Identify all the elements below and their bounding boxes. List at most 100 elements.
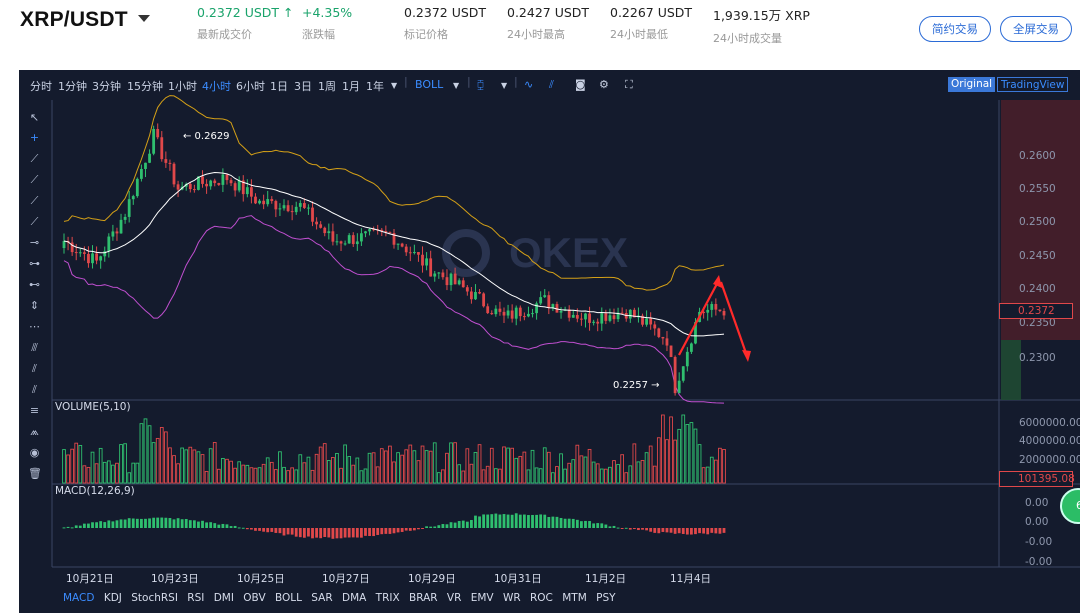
volume-bar [685, 424, 690, 484]
indicator-dropdown-icon[interactable]: ▼ [453, 81, 460, 90]
volume-bar [714, 459, 718, 484]
visibility-eye-icon[interactable]: ◉ [29, 446, 40, 459]
vertical-line-icon[interactable]: ⇕ [29, 299, 40, 312]
volume-bar [94, 463, 99, 484]
indicator-tab[interactable]: VR [446, 592, 462, 604]
candle-style-icon[interactable]: ⧮ [477, 78, 485, 91]
candle-body [372, 229, 376, 231]
elliott-wave-icon[interactable]: ⩕ [30, 425, 39, 438]
candle-body [364, 231, 367, 234]
candle-body [99, 256, 103, 261]
candle-style-dropdown-icon[interactable]: ▼ [501, 81, 508, 90]
parallel-channel-icon[interactable]: ⋯ [29, 320, 40, 333]
volume-bar [310, 469, 315, 484]
camera-icon[interactable]: ◙ [575, 78, 586, 91]
indicator-tab[interactable]: SAR [311, 592, 333, 604]
interval-tab[interactable]: 1日 [270, 80, 288, 93]
candle-body [408, 252, 412, 254]
volume-bar [669, 416, 673, 484]
volume-bar [465, 448, 470, 484]
fib-extension-icon[interactable]: ⫽ [32, 383, 37, 396]
indicator-tab[interactable]: OBV [243, 592, 266, 604]
indicator-tab[interactable]: BRAR [409, 592, 438, 604]
macd-bar [571, 518, 575, 528]
time-tick: 10月31日 [494, 573, 542, 585]
toolbar-divider: | [404, 75, 408, 88]
indicator-tab[interactable]: StochRSI [131, 592, 178, 604]
draw-tool-icon[interactable]: ⫽ [549, 78, 554, 91]
indicator-tab[interactable]: WR [502, 592, 521, 604]
trend-line-icon[interactable]: ⟋ [30, 152, 39, 165]
interval-tab[interactable]: 1年 [366, 80, 384, 93]
segment-icon[interactable]: ⟋ [30, 215, 39, 228]
volume-bar [412, 450, 417, 484]
interval-tab-active[interactable]: 4小时 [202, 80, 231, 93]
interval-dropdown-icon[interactable]: ▼ [391, 81, 398, 90]
horizontal-line-icon[interactable]: ⊶ [29, 257, 40, 270]
macd-bar [433, 526, 437, 528]
macd-tick: -0.00 [1025, 536, 1053, 548]
indicator-tab[interactable]: MTM [562, 592, 587, 604]
indicator-select[interactable]: BOLL [415, 78, 444, 91]
simple-trade-button[interactable]: 简约交易 [919, 16, 991, 42]
stat-24h-high: 0.2427 USDT 24小时最高 [507, 5, 589, 42]
indicator-tab[interactable]: KDJ [103, 592, 122, 604]
interval-tab[interactable]: 3分钟 [92, 80, 121, 93]
indicator-tab[interactable]: PSY [596, 592, 616, 604]
macd-bar [445, 524, 449, 528]
interval-tab[interactable]: 1小时 [168, 80, 197, 93]
indicator-tab-macd[interactable]: MACD [63, 592, 95, 604]
macd-bar [250, 528, 253, 530]
horizontal-ray-icon[interactable]: ⊸ [29, 236, 40, 249]
original-toggle[interactable]: Original [948, 77, 996, 92]
price-line-icon[interactable]: ⊷ [29, 278, 40, 291]
macd-bar [262, 528, 266, 532]
tradingview-toggle[interactable]: TradingView [997, 77, 1069, 92]
volume-bar [290, 467, 294, 484]
ray-line-icon[interactable]: ⟋ [30, 173, 39, 186]
volume-bar [506, 447, 510, 484]
trash-icon[interactable]: 🗑 [28, 467, 42, 480]
interval-tab[interactable]: 6小时 [236, 80, 265, 93]
extended-line-icon[interactable]: ⟋ [30, 194, 39, 207]
fib-retracement-icon[interactable]: ⫽ [32, 362, 37, 375]
indicator-tab[interactable]: EMV [470, 592, 494, 604]
watermark: OKEX [509, 229, 628, 276]
caret-down-icon[interactable] [137, 14, 150, 22]
indicator-tab[interactable]: RSI [187, 592, 205, 604]
indicator-tab[interactable]: DMA [341, 592, 367, 604]
macd-bar [616, 527, 620, 529]
fullscreen-icon[interactable]: ⛶ [625, 78, 633, 91]
indicator-tab[interactable]: ROC [530, 592, 553, 604]
volume-bar [318, 446, 323, 484]
macd-bar [364, 528, 367, 536]
candle-body [119, 219, 123, 234]
indicator-tab[interactable]: BOLL [274, 592, 302, 604]
gann-fan-icon[interactable]: ≡ [29, 404, 40, 417]
macd-histogram [62, 513, 726, 539]
chart-svg[interactable]: OKEX [19, 70, 1080, 613]
indicator-tab[interactable]: TRIX [375, 592, 400, 604]
interval-tab[interactable]: 1分钟 [58, 80, 87, 93]
interval-tab[interactable]: 3日 [294, 80, 312, 93]
settings-gear-icon[interactable]: ⚙ [599, 78, 609, 91]
volume-bar [306, 456, 311, 484]
volume-bar [661, 414, 665, 484]
volume-bar [384, 450, 388, 484]
volume-bar [196, 451, 201, 484]
candle-body [620, 312, 624, 314]
pair-selector[interactable]: XRP/USDT [20, 8, 150, 32]
macd-bar [74, 525, 78, 528]
indicator-tab[interactable]: DMI [213, 592, 234, 604]
chart-toolbar: 分时 1分钟 3分钟 15分钟 1小时 4小时 6小时 1日 3日 1周 1月 … [19, 70, 1080, 100]
interval-tab[interactable]: 分时 [30, 80, 52, 93]
full-trade-button[interactable]: 全屏交易 [1000, 16, 1072, 42]
interval-tab[interactable]: 1月 [342, 80, 360, 93]
pitchfork-icon[interactable]: ⫻ [31, 341, 38, 354]
line-tool-icon[interactable]: ∿ [524, 78, 534, 91]
cursor-arrow-icon[interactable]: ↖ [29, 111, 40, 124]
macd-bar [144, 518, 147, 528]
interval-tab[interactable]: 15分钟 [127, 80, 163, 93]
interval-tab[interactable]: 1周 [318, 80, 336, 93]
crosshair-icon[interactable]: + [29, 131, 40, 144]
